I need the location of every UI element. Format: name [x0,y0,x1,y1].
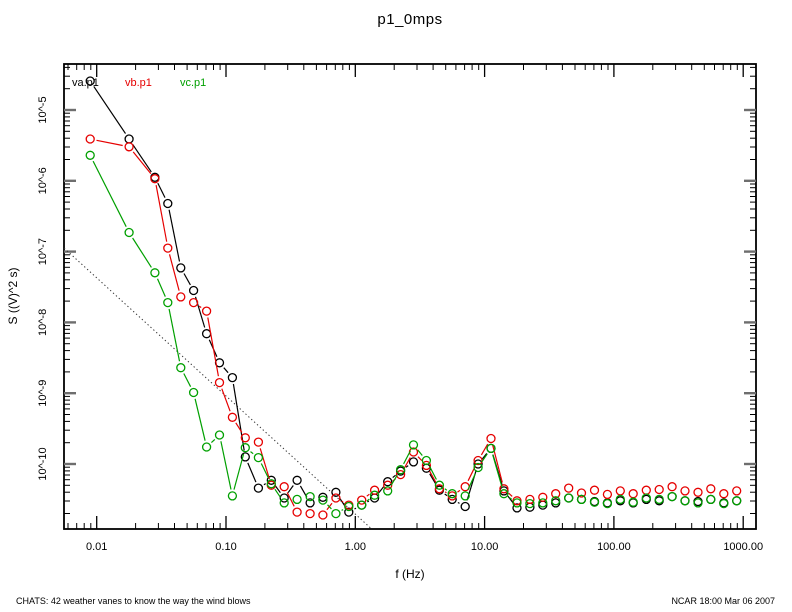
y-axis-ticks [64,66,756,514]
reference-slope-line [63,247,373,530]
legend-item-vb-p1: vb.p1 [125,77,152,89]
footer-left-caption: CHATS: 42 weather vanes to know the way … [16,596,251,606]
x-tick-label: 0.01 [86,541,107,553]
y-tick-label: 10^-10 [37,447,49,480]
legend-item-va-p1: va.p1 [72,77,99,89]
y-tick-label: 10^-9 [37,380,49,407]
plot-title: p1_0mps [377,11,443,28]
plot-frame [63,63,757,530]
footer-right-stamp: NCAR 18:00 Mar 06 2007 [671,596,775,606]
series-vc-p1 [85,150,742,519]
legend-item-vc-p1: vc.p1 [180,77,207,89]
x-tick-label: 100.00 [597,541,631,553]
y-tick-label: 10^-5 [37,96,49,123]
y-tick-label: 10^-6 [37,167,49,194]
x-axis-ticks [67,64,744,529]
x-axis-title: f (Hz) [395,567,425,581]
x-tick-label: 1.00 [345,541,366,553]
y-axis-title: S ((V)^2 s) [6,267,20,325]
x-tick-label: 10.00 [471,541,499,553]
y-tick-label: 10^-7 [37,238,49,265]
x-tick-label: 0.10 [215,541,236,553]
x-tick-label: 1000.00 [723,541,763,553]
series-vb-p1 [85,134,742,520]
y-tick-label: 10^-8 [37,309,49,336]
